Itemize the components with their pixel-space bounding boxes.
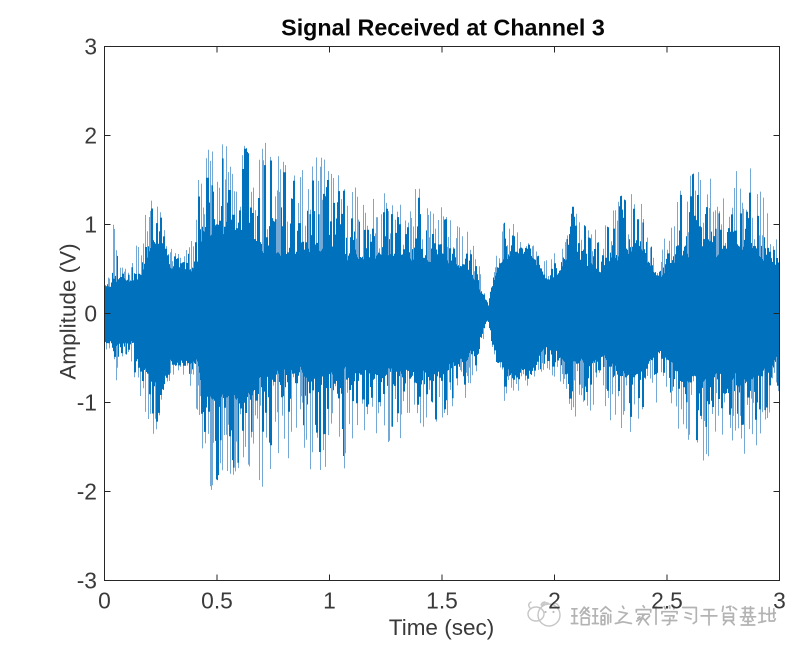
svg-text:3: 3 [84,34,97,60]
svg-text:3: 3 [773,588,786,614]
svg-text:0: 0 [84,301,97,327]
svg-text:0.5: 0.5 [201,588,233,614]
svg-text:1.5: 1.5 [426,588,458,614]
svg-text:1: 1 [84,212,97,238]
svg-text:Time (sec): Time (sec) [389,615,494,640]
svg-text:0: 0 [98,588,111,614]
svg-text:Signal Received at Channel 3: Signal Received at Channel 3 [281,15,605,41]
svg-text:Amplitude (V): Amplitude (V) [56,243,81,379]
svg-text:2: 2 [84,123,97,149]
svg-text:-3: -3 [77,568,97,594]
svg-text:-2: -2 [77,479,97,505]
svg-text:1: 1 [323,588,336,614]
svg-text:-1: -1 [77,390,97,416]
svg-text:2.5: 2.5 [651,588,683,614]
svg-text:2: 2 [548,588,561,614]
